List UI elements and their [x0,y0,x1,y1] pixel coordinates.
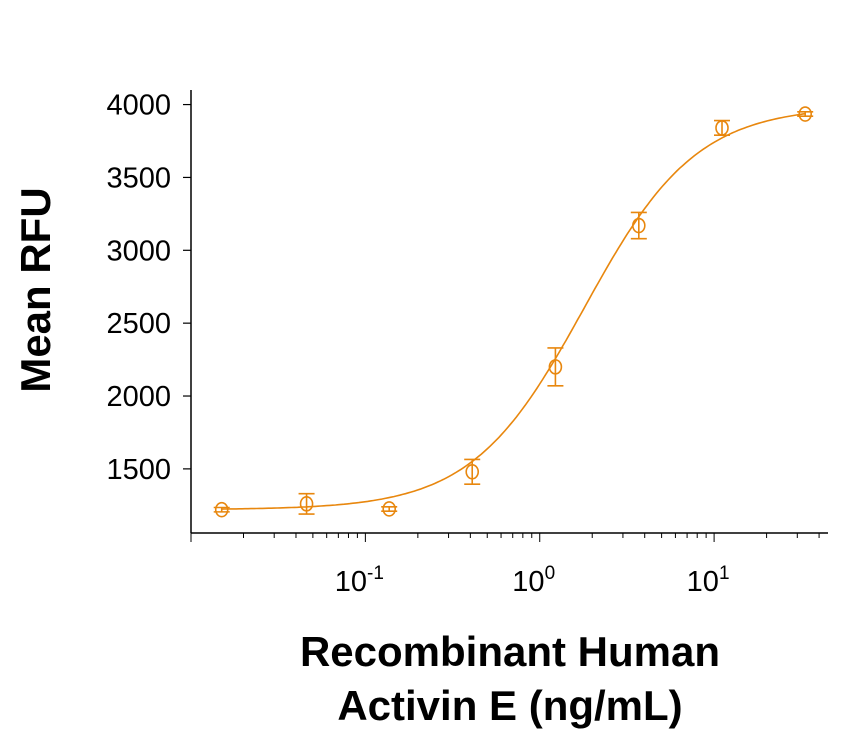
y-tick-label: 4000 [106,90,171,122]
y-tick-label: 2500 [106,308,171,340]
data-point [798,106,812,122]
y-axis-title: Mean RFU [12,187,59,392]
y-tick-label: 1500 [106,454,171,486]
y-tick-label: 3000 [106,235,171,267]
data-point [632,217,646,234]
y-tick-label: 2000 [106,381,171,413]
data-point [465,463,480,480]
y-tick-label: 3500 [106,162,171,194]
fit-curve [221,112,806,510]
x-tick-label: 10-1 [335,563,384,598]
data-point [299,496,314,512]
x-axis-title-line1: Recombinant Human [300,628,720,675]
data-point [214,501,229,518]
axes: 1500 2000 2500 3000 3500 4000 10-1 100 101 [106,90,828,598]
data-point [382,501,397,517]
x-tick-label: 101 [687,563,730,598]
x-axis-title-line2: Activin E (ng/mL) [337,682,682,729]
data-point [715,120,729,136]
data-point [548,359,563,375]
marks [213,106,814,518]
x-tick-label: 100 [512,563,555,598]
